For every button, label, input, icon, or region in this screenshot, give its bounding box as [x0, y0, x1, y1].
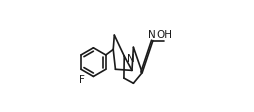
Text: N: N: [149, 30, 156, 40]
Text: N: N: [127, 54, 135, 64]
Text: F: F: [78, 75, 85, 84]
Text: OH: OH: [156, 30, 172, 40]
